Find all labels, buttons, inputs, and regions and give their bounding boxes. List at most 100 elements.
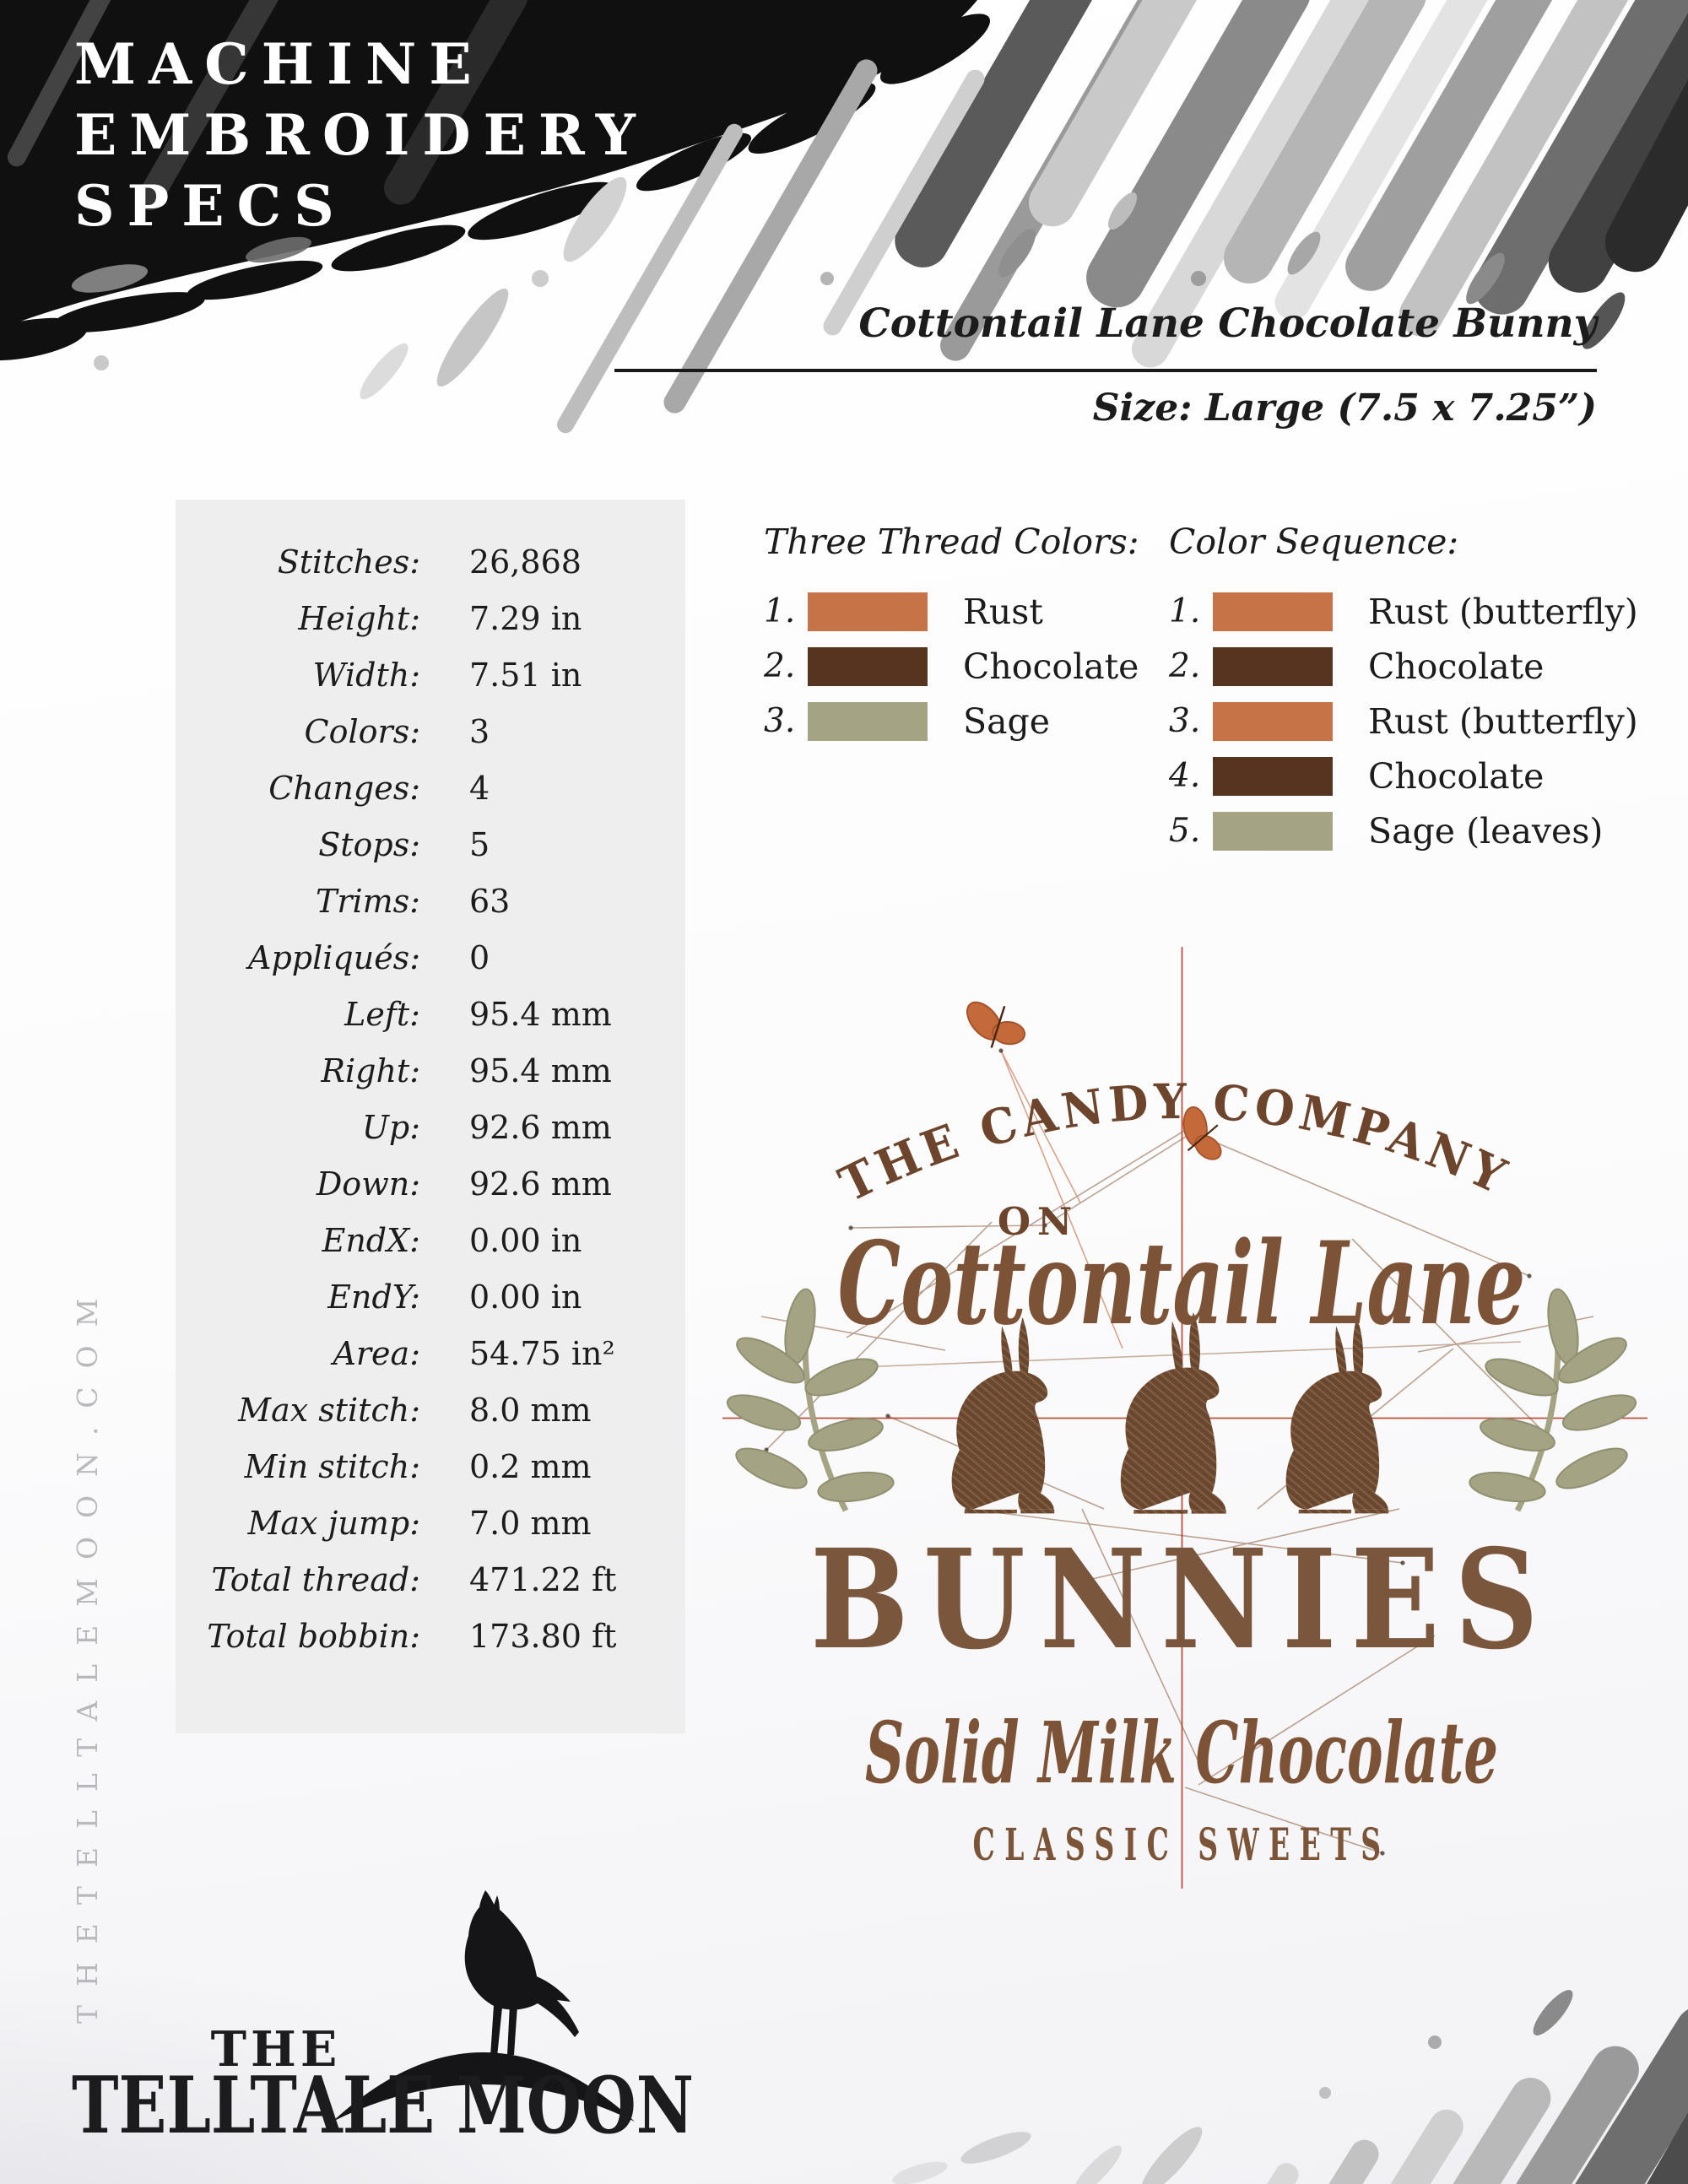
color-swatch <box>808 592 928 631</box>
color-name: Sage (leaves) <box>1368 810 1604 851</box>
item-number: 3. <box>764 702 796 740</box>
spec-row-endy: EndY: 0.00 in <box>176 1268 685 1325</box>
spec-label: Area: <box>333 1334 420 1372</box>
color-swatch <box>1213 592 1333 631</box>
spec-row-min-stitch: Min stitch: 0.2 mm <box>176 1438 685 1495</box>
sequence-item: 1. Rust (butterfly) <box>1169 584 1638 639</box>
color-swatch <box>808 701 928 741</box>
color-name: Chocolate <box>1368 646 1545 687</box>
design-name-title: Cottontail Lane Chocolate Bunny <box>858 300 1597 347</box>
spec-label: Appliqués: <box>248 938 420 976</box>
spec-label: Trims: <box>315 882 420 920</box>
spec-row-changes: Changes: 4 <box>176 760 685 816</box>
crow-icon <box>464 1890 579 2057</box>
spec-value: 92.6 mm <box>469 1165 612 1203</box>
logo-name-text: TELLTALE MOON <box>72 2059 694 2151</box>
page-title-line1: MACHINE <box>74 31 484 97</box>
title-divider-rule <box>614 369 1597 372</box>
spec-value: 7.29 in <box>469 599 582 637</box>
spec-value: 471.22 ft <box>469 1560 617 1598</box>
spec-label: Width: <box>312 656 420 694</box>
color-name: Rust (butterfly) <box>1368 591 1638 632</box>
sequence-item: 2. Chocolate <box>1169 639 1638 694</box>
spec-row-stitches: Stitches: 26,868 <box>176 533 685 590</box>
spec-label: Stops: <box>318 825 420 863</box>
spec-row-endx: EndX: 0.00 in <box>176 1212 685 1268</box>
item-number: 2. <box>764 647 796 685</box>
spec-value: 63 <box>469 882 511 920</box>
color-name: Rust <box>963 591 1043 632</box>
thread-color-item: 1. Rust <box>764 584 1139 639</box>
spec-value: 0.00 in <box>469 1278 582 1316</box>
spec-value: 54.75 in² <box>469 1334 615 1372</box>
subtitle-text: Solid Milk Chocolate <box>865 1703 1498 1803</box>
spec-value: 26,868 <box>469 543 582 581</box>
spec-row-colors: Colors: 3 <box>176 703 685 760</box>
on-text: ON <box>998 1199 1079 1244</box>
spec-label: Down: <box>316 1165 420 1203</box>
tagline-text: CLASSIC SWEETS <box>973 1819 1391 1871</box>
sequence-item: 5. Sage (leaves) <box>1169 803 1638 858</box>
spec-row-total-thread: Total thread: 471.22 ft <box>176 1551 685 1608</box>
size-label: Size: Large (7.5 x 7.25”) <box>1092 387 1597 430</box>
main-word-text: BUNNIES <box>810 1520 1553 1680</box>
item-number: 1. <box>764 592 796 630</box>
spec-label: EndY: <box>327 1278 420 1316</box>
page-title-line2: EMBROIDERY <box>74 102 648 168</box>
sage-branch-right <box>1467 1285 1641 1512</box>
spec-value: 7.51 in <box>469 656 582 694</box>
color-name: Sage <box>963 700 1051 742</box>
sequence-item: 3. Rust (butterfly) <box>1169 694 1638 749</box>
spec-value: 0.00 in <box>469 1221 582 1259</box>
thread-color-item: 3. Sage <box>764 694 1139 749</box>
spec-label: Right: <box>321 1051 420 1089</box>
spec-value: 4 <box>469 769 490 807</box>
specs-rows: Stitches: 26,868 Height: 7.29 in Width: 7.5… <box>176 500 685 1664</box>
spec-row-up: Up: 92.6 mm <box>176 1099 685 1155</box>
color-name: Chocolate <box>963 646 1139 687</box>
spec-value: 0 <box>469 938 490 976</box>
spec-label: Stitches: <box>277 543 420 581</box>
script-text: Cottontail Lane <box>838 1216 1526 1350</box>
spec-row-area: Area: 54.75 in² <box>176 1325 685 1381</box>
spec-row-width: Width: 7.51 in <box>176 646 685 703</box>
spec-label: EndX: <box>322 1221 420 1259</box>
spec-value: 95.4 mm <box>469 1051 612 1089</box>
spec-label: Colors: <box>304 712 420 750</box>
spec-value: 95.4 mm <box>469 995 612 1033</box>
item-number: 3. <box>1169 702 1201 740</box>
spec-label: Total bobbin: <box>207 1617 420 1655</box>
item-number: 1. <box>1169 592 1201 630</box>
item-number: 2. <box>1169 647 1201 685</box>
spec-value: 7.0 mm <box>469 1504 592 1542</box>
spec-row-left: Left: 95.4 mm <box>176 986 685 1042</box>
item-number: 4. <box>1169 757 1201 795</box>
spec-label: Changes: <box>268 769 420 807</box>
spec-label: Height: <box>298 599 420 637</box>
spec-label: Max jump: <box>247 1504 421 1542</box>
spec-row-total-bobbin: Total bobbin: 173.80 ft <box>176 1608 685 1664</box>
telltale-moon-logo: THE TELLTALE MOON <box>72 1890 694 2151</box>
spec-label: Total thread: <box>211 1560 420 1598</box>
spec-label: Left: <box>344 995 420 1033</box>
thread-color-item: 2. Chocolate <box>764 639 1139 694</box>
spec-value: 0.2 mm <box>469 1447 592 1485</box>
moon-arc <box>333 2052 635 2122</box>
color-sequence-heading: Color Sequence: <box>1169 522 1459 562</box>
color-swatch <box>1213 646 1333 686</box>
spec-row-down: Down: 92.6 mm <box>176 1155 685 1212</box>
sequence-item: 4. Chocolate <box>1169 749 1638 803</box>
color-swatch <box>1213 811 1333 851</box>
spec-row-height: Height: 7.29 in <box>176 590 685 646</box>
logo-the-text: THE <box>211 2021 342 2078</box>
spec-row-appliques: Appliqués: 0 <box>176 929 685 986</box>
embroidery-design-preview: THE CANDY COMPANY ON Cottontail Lane BUN… <box>722 947 1647 1889</box>
thread-colors-section: Three Thread Colors: 1. Rust 2. Chocolat… <box>764 522 1139 749</box>
spec-row-max-stitch: Max stitch: 8.0 mm <box>176 1381 685 1438</box>
spec-label: Up: <box>361 1108 420 1146</box>
spec-value: 8.0 mm <box>469 1391 592 1429</box>
spec-value: 92.6 mm <box>469 1108 612 1146</box>
spec-row-right: Right: 95.4 mm <box>176 1042 685 1099</box>
spec-value: 173.80 ft <box>469 1617 617 1655</box>
